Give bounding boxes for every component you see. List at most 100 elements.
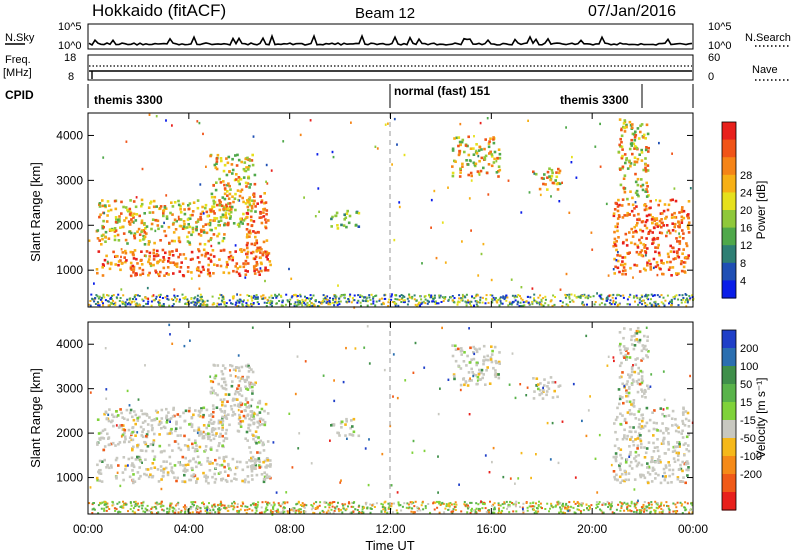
echo-cell — [477, 507, 480, 510]
echo-cell — [118, 441, 122, 444]
echo-cell — [195, 509, 197, 512]
echo-cell — [230, 384, 234, 388]
echo-cell — [681, 252, 684, 255]
echo-cell — [167, 511, 170, 514]
echo-cell — [493, 373, 497, 377]
echo-cell — [610, 503, 613, 506]
echo-cell — [648, 503, 651, 506]
echo-cell — [645, 146, 648, 149]
echo-cell — [667, 432, 670, 435]
echo-cell — [530, 505, 533, 508]
echo-cell — [223, 197, 227, 201]
echo-cell — [549, 376, 553, 379]
echo-cell — [163, 449, 166, 453]
echo-cell — [105, 506, 108, 509]
echo-cell — [428, 293, 430, 296]
echo-cell — [656, 449, 660, 453]
echo-cell — [643, 476, 647, 480]
echo-cell — [145, 254, 147, 258]
echo-cell — [472, 374, 475, 378]
echo-cell — [225, 480, 229, 483]
echo-cell — [634, 450, 638, 454]
echo-cell — [658, 219, 662, 223]
echo-cell — [625, 400, 629, 403]
echo-cell — [204, 206, 207, 210]
echo-cell — [638, 437, 642, 441]
echo-cell — [145, 250, 149, 253]
echo-cell — [533, 390, 536, 393]
echo-cell — [402, 301, 405, 304]
echo-cell — [482, 362, 485, 366]
echo-cell — [648, 473, 652, 476]
echo-cell — [124, 464, 128, 468]
beam-title: Beam 12 — [355, 5, 415, 22]
echo-cell — [246, 223, 250, 226]
echo-cell — [484, 383, 487, 386]
y-tick-label: 4000 — [56, 337, 83, 351]
echo-cell — [685, 435, 689, 439]
echo-cell — [522, 511, 525, 514]
echo-cell — [120, 288, 123, 291]
time-axis-label: Time UT — [365, 538, 414, 553]
echo-cell — [165, 119, 167, 122]
echo-cell — [501, 503, 504, 506]
echo-cell — [643, 244, 647, 247]
echo-cell — [302, 300, 305, 303]
echo-cell — [117, 426, 121, 429]
echo-cell — [234, 154, 237, 157]
echo-cell — [256, 297, 259, 300]
echo-cell — [351, 425, 354, 428]
echo-cell — [522, 301, 525, 304]
echo-cell — [126, 242, 129, 245]
echo-cell — [343, 213, 346, 216]
echo-cell — [162, 256, 165, 259]
echo-cell — [483, 501, 485, 504]
echo-cell — [674, 257, 677, 260]
echo-cell — [260, 221, 264, 225]
echo-cell — [228, 202, 232, 205]
echo-cell — [164, 251, 167, 255]
echo-cell — [159, 205, 163, 208]
echo-cell — [467, 299, 469, 302]
echo-cell — [260, 248, 263, 251]
echo-cell — [270, 169, 273, 172]
echo-cell — [132, 445, 135, 449]
echo-cell — [617, 388, 621, 391]
echo-cell — [263, 423, 267, 427]
echo-cell — [600, 302, 603, 305]
echo-cell — [667, 440, 670, 444]
echo-cell — [535, 300, 538, 303]
echo-cell — [523, 304, 526, 307]
echo-cell — [265, 163, 268, 167]
echo-cell — [157, 423, 161, 426]
echo-cell — [458, 175, 462, 178]
echo-cell — [129, 250, 133, 254]
echo-cell — [634, 417, 638, 420]
echo-cell — [545, 393, 548, 397]
echo-cell — [256, 413, 259, 417]
echo-cell — [182, 506, 185, 508]
echo-cell — [306, 301, 309, 304]
echo-cell — [594, 457, 597, 460]
echo-cell — [416, 506, 419, 509]
echo-cell — [110, 262, 113, 266]
echo-cell — [397, 304, 400, 307]
echo-cell — [531, 505, 534, 508]
echo-cell — [188, 243, 192, 246]
echo-cell — [507, 503, 510, 506]
echo-cell — [675, 506, 678, 509]
echo-cell — [638, 330, 642, 334]
echo-cell — [410, 502, 413, 505]
echo-cell — [666, 231, 669, 234]
echo-cell — [654, 250, 657, 254]
echo-cell — [105, 397, 108, 400]
echo-cell — [457, 136, 461, 139]
echo-cell — [192, 201, 196, 204]
echo-cell — [124, 260, 127, 264]
echo-cell — [187, 409, 191, 413]
echo-cell — [183, 444, 187, 447]
echo-cell — [540, 392, 544, 395]
echo-cell — [296, 299, 299, 302]
echo-cell — [512, 510, 515, 513]
echo-cell — [237, 376, 240, 379]
